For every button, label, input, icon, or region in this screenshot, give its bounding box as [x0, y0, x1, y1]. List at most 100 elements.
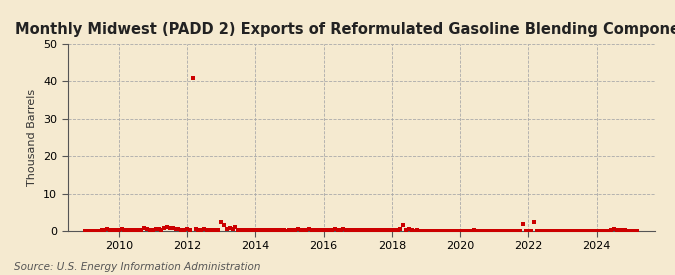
Point — [221, 227, 232, 231]
Point — [233, 227, 244, 232]
Title: Monthly Midwest (PADD 2) Exports of Reformulated Gasoline Blending Components: Monthly Midwest (PADD 2) Exports of Refo… — [16, 22, 675, 37]
Point — [364, 227, 375, 232]
Point — [580, 229, 591, 233]
Point — [292, 227, 303, 231]
Point — [526, 229, 537, 233]
Point — [335, 227, 346, 232]
Point — [85, 229, 96, 233]
Point — [458, 229, 468, 233]
Point — [128, 228, 138, 232]
Point — [517, 221, 528, 226]
Point — [227, 227, 238, 231]
Point — [142, 227, 153, 231]
Point — [586, 229, 597, 233]
Point — [372, 228, 383, 232]
Point — [93, 229, 104, 233]
Point — [614, 227, 625, 232]
Point — [460, 229, 471, 233]
Point — [429, 229, 440, 233]
Point — [591, 229, 602, 233]
Point — [338, 227, 349, 231]
Point — [398, 223, 408, 228]
Point — [275, 228, 286, 232]
Point — [264, 228, 275, 232]
Point — [165, 226, 176, 230]
Point — [136, 228, 147, 232]
Point — [318, 228, 329, 232]
Point — [116, 227, 127, 231]
Point — [421, 229, 431, 233]
Point — [267, 228, 277, 232]
Point — [469, 228, 480, 232]
Point — [369, 228, 380, 232]
Point — [79, 229, 90, 233]
Point — [427, 229, 437, 233]
Point — [97, 228, 107, 232]
Point — [497, 229, 508, 233]
Point — [597, 229, 608, 233]
Point — [437, 229, 448, 233]
Point — [412, 228, 423, 232]
Point — [202, 227, 213, 232]
Point — [361, 228, 372, 232]
Point — [557, 229, 568, 233]
Point — [187, 75, 198, 80]
Point — [224, 226, 235, 230]
Point — [252, 227, 263, 232]
Point — [173, 227, 184, 231]
Point — [491, 229, 502, 233]
Point — [381, 228, 392, 232]
Point — [278, 228, 289, 232]
Point — [151, 227, 161, 231]
Point — [179, 228, 190, 232]
Point — [409, 229, 420, 233]
Point — [423, 229, 434, 233]
Point — [432, 229, 443, 233]
Point — [313, 228, 323, 232]
Point — [529, 219, 539, 224]
Point — [506, 229, 517, 233]
Point — [577, 229, 588, 233]
Point — [159, 226, 169, 230]
Point — [170, 227, 181, 231]
Point — [287, 227, 298, 232]
Point — [628, 229, 639, 233]
Point — [418, 229, 429, 233]
Point — [622, 229, 633, 233]
Point — [383, 228, 394, 232]
Point — [162, 225, 173, 229]
Point — [350, 228, 360, 232]
Point — [395, 227, 406, 231]
Point — [190, 227, 201, 231]
Point — [332, 228, 343, 232]
Point — [608, 227, 619, 231]
Point — [449, 229, 460, 233]
Point — [387, 228, 398, 232]
Point — [344, 227, 354, 232]
Point — [355, 227, 366, 232]
Point — [216, 219, 227, 224]
Point — [568, 229, 579, 233]
Point — [270, 228, 281, 232]
Point — [167, 226, 178, 230]
Point — [560, 229, 571, 233]
Point — [125, 227, 136, 232]
Point — [207, 228, 218, 232]
Point — [130, 228, 141, 232]
Point — [415, 229, 426, 233]
Point — [620, 228, 630, 232]
Point — [205, 228, 215, 232]
Point — [298, 228, 309, 232]
Point — [375, 228, 386, 232]
Point — [540, 229, 551, 233]
Point — [435, 229, 446, 233]
Point — [589, 229, 599, 233]
Point — [566, 229, 576, 233]
Point — [358, 228, 369, 232]
Point — [82, 229, 92, 233]
Point — [514, 229, 525, 233]
Point — [156, 228, 167, 232]
Point — [213, 228, 223, 232]
Point — [574, 229, 585, 233]
Point — [512, 229, 522, 233]
